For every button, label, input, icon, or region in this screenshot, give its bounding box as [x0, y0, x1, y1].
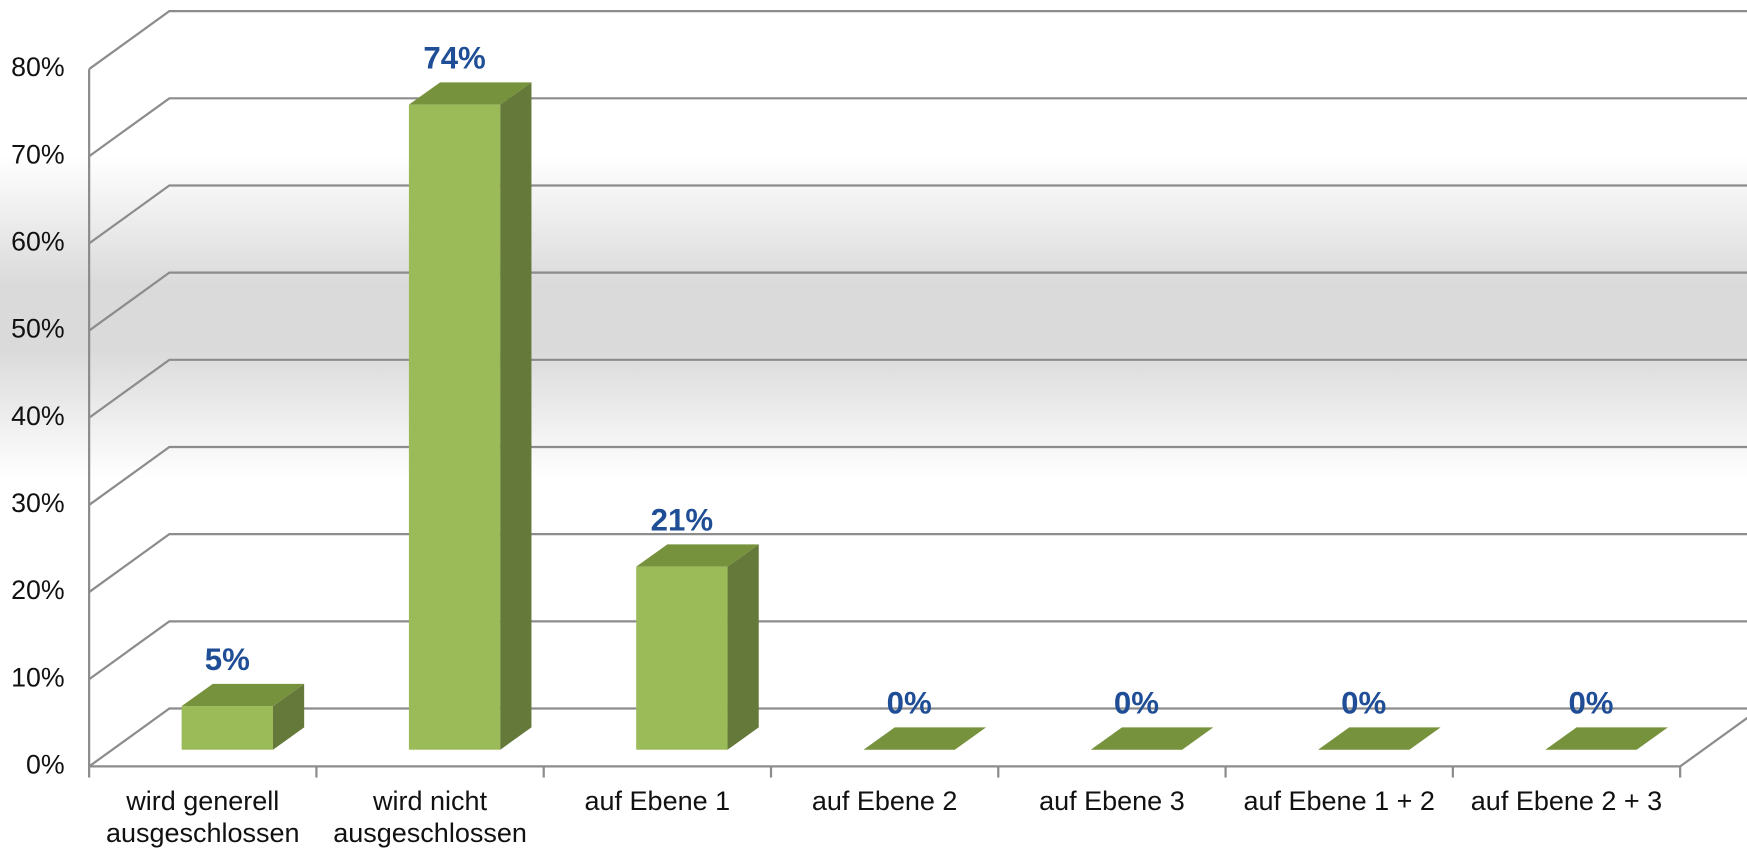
bar-top	[1318, 727, 1441, 750]
value-label: 5%	[205, 642, 250, 677]
y-tick-label: 30%	[11, 488, 64, 518]
grid-line	[88, 620, 1747, 681]
bar-side	[727, 544, 759, 750]
x-tick-label: auf Ebene 2 + 3	[1470, 786, 1663, 817]
y-tick-label: 70%	[11, 139, 64, 169]
value-label: 0%	[1568, 685, 1613, 720]
grid-line	[88, 707, 1747, 768]
x-tick-label: auf Ebene 1	[584, 786, 731, 817]
x-tick-label: auf Ebene 1 + 2	[1243, 786, 1435, 817]
bar-top	[1545, 727, 1668, 750]
value-label: 0%	[1341, 685, 1386, 720]
x-tick-label: auf Ebene 2	[811, 786, 958, 817]
bar-front	[636, 566, 728, 750]
floor-edge	[88, 69, 1747, 768]
grid-line	[88, 184, 1747, 245]
bar-top	[863, 727, 987, 750]
bar-side	[272, 683, 305, 750]
grid-line	[88, 97, 1747, 158]
y-tick-label: 50%	[11, 314, 64, 344]
value-label: 21%	[651, 502, 713, 537]
x-tick-label: wird generell ausgeschlossen	[105, 786, 300, 849]
bar-top	[636, 544, 759, 567]
grid-line	[88, 10, 1747, 70]
y-tick-label: 0%	[26, 749, 65, 779]
y-tick-label: 20%	[11, 575, 64, 605]
grid-line	[88, 445, 1747, 506]
bar-top	[408, 82, 532, 105]
value-label: 0%	[887, 685, 932, 720]
x-tick-label: auf Ebene 3	[1039, 786, 1185, 817]
y-tick-label: 10%	[11, 662, 64, 692]
x-tick-label: wird nicht ausgeschlossen	[333, 786, 527, 849]
grid-line	[88, 271, 1747, 332]
bar-top	[1090, 727, 1214, 750]
y-tick-label: 80%	[11, 52, 64, 82]
background-band	[0, 155, 1747, 480]
bar-top	[181, 683, 305, 707]
y-tick-label: 40%	[11, 401, 64, 431]
y-tick-label: 60%	[11, 226, 64, 256]
bar-front	[181, 706, 273, 750]
value-label: 0%	[1114, 685, 1159, 720]
grid-line	[88, 533, 1747, 593]
value-label: 74%	[423, 40, 485, 75]
bar-side	[500, 82, 532, 750]
bar-front	[408, 104, 501, 750]
grid-line	[88, 358, 1747, 419]
